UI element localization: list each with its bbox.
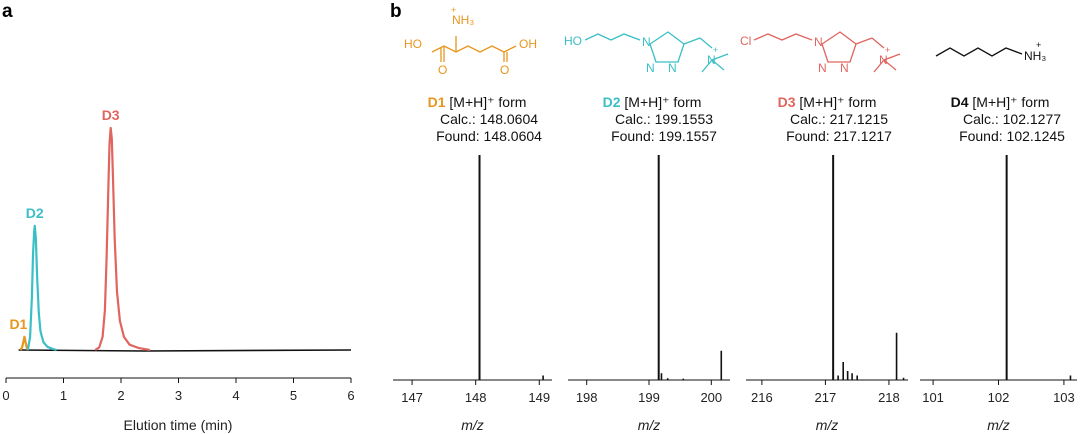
mz-tick-label: 216 (751, 390, 773, 405)
found-mass: Found: 217.1217 (786, 128, 892, 144)
d1-structure: NH₃ + HO O OH O (404, 5, 537, 77)
compound-header: D4 [M+H]⁺ form (951, 94, 1050, 110)
d1-atom-o2: O (500, 63, 509, 77)
compound-name: D1 (428, 94, 450, 110)
compound-name: D3 (778, 94, 800, 110)
peak-label-d1: D1 (9, 316, 27, 332)
x-tick-label: 5 (290, 388, 297, 403)
peak-trace-d3 (94, 126, 150, 352)
peak-trace-d1 (19, 335, 29, 351)
d2-atom-n4: N (707, 53, 716, 67)
d1-atom-nh3: NH₃ (452, 13, 474, 27)
compound-header: D2 [M+H]⁺ form (603, 94, 702, 110)
x-tick-label: 6 (347, 388, 354, 403)
panel-label-b: b (390, 1, 402, 22)
d3-structure: Cl N N N N + (740, 31, 901, 75)
mz-tick-label: 101 (922, 390, 944, 405)
d3-atom-n1: N (814, 35, 823, 49)
mz-axis-label: m/z (461, 417, 484, 433)
peak-label-d3: D3 (102, 107, 120, 123)
d4-structure: NH₃ + (935, 40, 1046, 63)
d2-atom-charge: + (713, 45, 718, 55)
mz-tick-label: 199 (638, 390, 660, 405)
x-tick-label: 0 (2, 388, 9, 403)
x-tick-label: 2 (117, 388, 124, 403)
d2-atom-ho: HO (564, 34, 582, 48)
compound-name: D4 (951, 94, 973, 110)
compound-name: D2 (603, 94, 625, 110)
d1-atom-ho: HO (404, 37, 422, 51)
mz-tick-label: 103 (1053, 390, 1075, 405)
baseline-trace (18, 349, 352, 352)
ion-form: [M+H]⁺ form (972, 94, 1049, 110)
mz-axis-label: m/z (638, 417, 661, 433)
peak-label-d2: D2 (26, 205, 44, 221)
found-mass: Found: 199.1557 (611, 128, 717, 144)
x-tick-label: 1 (60, 388, 67, 403)
mz-tick-label: 149 (528, 390, 550, 405)
mz-tick-label: 198 (576, 390, 598, 405)
d3-atom-n4: N (879, 53, 888, 67)
mz-axis-label: m/z (816, 417, 839, 433)
d2-structure: HO N N N N + (564, 31, 729, 75)
mz-tick-label: 218 (878, 390, 900, 405)
compound-header: D1 [M+H]⁺ form (428, 94, 527, 110)
compound-header: D3 [M+H]⁺ form (778, 94, 877, 110)
d3-atom-n3: N (840, 61, 849, 75)
chromatogram: 0 1 2 3 4 5 6 D1 D2 D3 Elution time (min) (2, 107, 354, 433)
mz-tick-label: 102 (988, 390, 1010, 405)
ion-form: [M+H]⁺ form (624, 94, 701, 110)
mz-tick-label: 147 (401, 390, 423, 405)
mz-tick-label: 148 (465, 390, 487, 405)
found-mass: Found: 148.0604 (436, 128, 542, 144)
mz-tick-label: 217 (815, 390, 837, 405)
d1-atom-oh: OH (519, 37, 537, 51)
ion-form: [M+H]⁺ form (799, 94, 876, 110)
calc-mass: Calc.: 148.0604 (440, 111, 538, 127)
x-axis-ticks: 0 1 2 3 4 5 6 (2, 378, 355, 403)
mz-axis-label: m/z (987, 417, 1010, 433)
found-mass: Found: 102.1245 (959, 128, 1065, 144)
d3-atom-cl: Cl (740, 34, 751, 48)
calc-mass: Calc.: 199.1553 (615, 111, 713, 127)
d4-atom-nh3: NH₃ (1024, 49, 1046, 63)
d2-atom-n2: N (646, 61, 655, 75)
mz-tick-label: 200 (700, 390, 722, 405)
d1-atom-charge: + (451, 5, 456, 15)
d4-atom-charge: + (1036, 40, 1041, 50)
x-tick-label: 4 (232, 388, 239, 403)
panel-label-a: a (2, 1, 13, 22)
d2-atom-n1: N (642, 35, 651, 49)
peak-trace-d2 (26, 224, 57, 352)
ion-form: [M+H]⁺ form (449, 94, 526, 110)
d2-atom-n3: N (668, 61, 677, 75)
x-axis-label: Elution time (min) (124, 417, 233, 433)
d3-atom-charge: + (885, 45, 890, 55)
calc-mass: Calc.: 217.1215 (790, 111, 888, 127)
d3-atom-n2: N (818, 61, 827, 75)
d1-atom-o1: O (438, 63, 447, 77)
calc-mass: Calc.: 102.1277 (963, 111, 1061, 127)
x-tick-label: 3 (175, 388, 182, 403)
